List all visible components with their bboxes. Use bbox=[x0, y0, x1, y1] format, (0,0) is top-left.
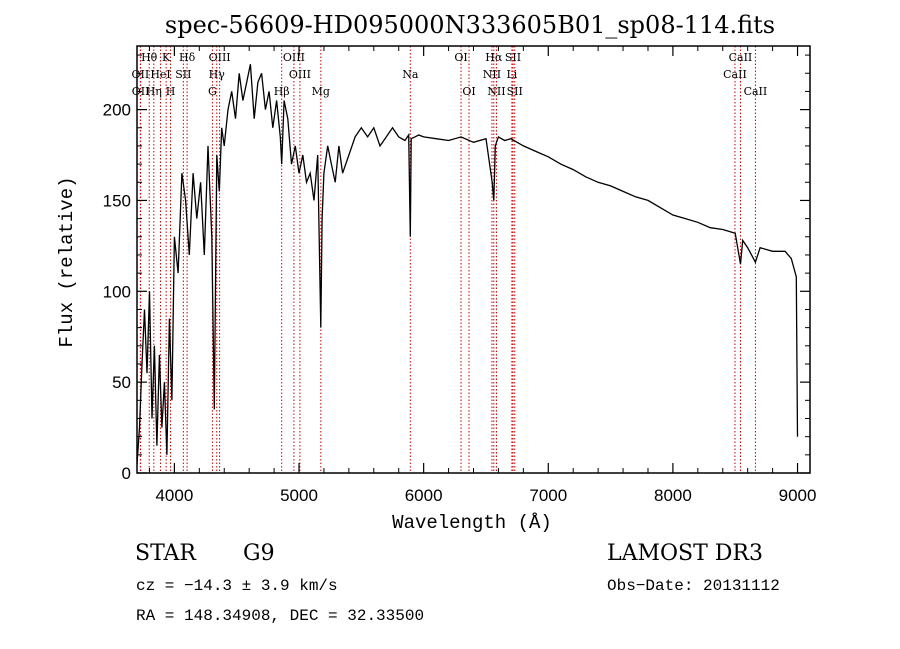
x-tick-label-0: 4000 bbox=[155, 486, 193, 505]
line-label-13: OIII bbox=[289, 68, 311, 81]
y-tick-label-4: 200 bbox=[103, 101, 131, 120]
x-tick-label-1: 5000 bbox=[280, 486, 318, 505]
line-label-22: SII bbox=[505, 51, 521, 64]
line-label-5: K bbox=[162, 51, 171, 64]
x-tick-label-2: 6000 bbox=[405, 486, 443, 505]
coordinates: RA = 148.34908, DEC = 32.33500 bbox=[136, 607, 424, 625]
redshift-value: cz = −14.3 ± 3.9 km/s bbox=[136, 577, 338, 595]
survey-name: LAMOST DR3 bbox=[607, 541, 763, 566]
line-label-9: OIII bbox=[209, 51, 231, 64]
line-label-0: Hθ bbox=[141, 51, 158, 64]
line-label-12: OIII bbox=[283, 51, 305, 64]
line-label-20: NII bbox=[483, 68, 501, 81]
x-tick-label-3: 7000 bbox=[529, 486, 567, 505]
line-label-1: OII bbox=[132, 68, 150, 81]
y-tick-label-0: 0 bbox=[122, 464, 131, 483]
plot-frame bbox=[136, 45, 811, 474]
line-label-23: Li bbox=[506, 68, 517, 81]
line-label-11: G bbox=[208, 85, 217, 98]
line-label-16: Na bbox=[402, 68, 419, 81]
y-axis-ticks: 0 50 100 150 200 bbox=[103, 54, 810, 483]
x-tick-label-4: 8000 bbox=[654, 486, 692, 505]
y-tick-label-2: 100 bbox=[103, 282, 131, 301]
x-axis-label: Wavelength (Å) bbox=[392, 512, 552, 534]
line-label-24: SII bbox=[507, 85, 523, 98]
line-label-6: H bbox=[166, 85, 176, 98]
spectrum-series-flux bbox=[136, 64, 799, 464]
line-label-21: NII bbox=[487, 85, 505, 98]
object-subclass: G9 bbox=[243, 541, 275, 566]
object-class: STAR bbox=[135, 541, 197, 566]
line-label-8: Hδ bbox=[179, 51, 196, 64]
line-label-14: Hβ bbox=[274, 85, 290, 98]
line-label-17: OI bbox=[454, 51, 467, 64]
line-label-19: Hα bbox=[485, 51, 503, 64]
line-label-3: Hη bbox=[146, 85, 162, 98]
line-label-18: OI bbox=[462, 85, 475, 98]
y-tick-label-1: 50 bbox=[112, 373, 131, 392]
y-tick-label-3: 150 bbox=[103, 191, 131, 210]
y-axis-label: Flux (relative) bbox=[56, 176, 78, 347]
line-label-27: CaII bbox=[744, 85, 768, 98]
line-label-26: CaII bbox=[723, 68, 747, 81]
line-label-15: Mg bbox=[312, 85, 330, 98]
x-axis-ticks: 4000 5000 6000 7000 8000 9000 bbox=[148, 46, 817, 505]
line-label-7: SII bbox=[175, 68, 191, 81]
line-label-10: Hγ bbox=[209, 68, 226, 81]
line-label-4: HeI bbox=[150, 68, 170, 81]
emission-line-markers bbox=[139, 46, 756, 473]
observation-date: Obs−Date: 20131112 bbox=[607, 577, 780, 595]
chart-title: spec-56609-HD095000N333605B01_sp08-114.f… bbox=[165, 11, 775, 39]
x-tick-label-5: 9000 bbox=[779, 486, 817, 505]
line-label-25: CaII bbox=[729, 51, 753, 64]
